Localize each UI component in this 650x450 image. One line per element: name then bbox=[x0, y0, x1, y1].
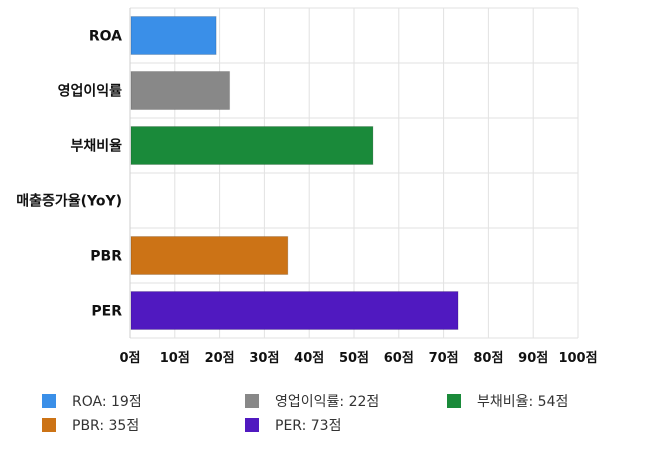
category-label-2: 부채비율 bbox=[70, 138, 122, 155]
x-tick-label-30: 30점 bbox=[249, 351, 279, 366]
bar-4 bbox=[130, 236, 289, 275]
category-label-5: PER bbox=[91, 304, 122, 320]
x-tick-label-90: 90점 bbox=[518, 351, 548, 366]
category-label-1: 영업이익률 bbox=[58, 83, 123, 100]
x-tick-label-80: 80점 bbox=[473, 351, 503, 366]
bar-2 bbox=[130, 126, 374, 165]
bar-5 bbox=[130, 291, 459, 330]
x-tick-label-50: 50점 bbox=[339, 351, 369, 366]
category-label-3: 매출증가율(YoY) bbox=[16, 193, 122, 210]
x-tick-label-40: 40점 bbox=[294, 351, 324, 366]
x-tick-label-10: 10점 bbox=[160, 351, 190, 366]
bar-0 bbox=[130, 16, 217, 55]
category-label-4: PBR bbox=[90, 249, 122, 265]
category-label-0: ROA bbox=[89, 29, 122, 45]
x-tick-label-0: 0점 bbox=[119, 351, 140, 366]
x-tick-label-70: 70점 bbox=[429, 351, 459, 366]
x-tick-label-100: 100점 bbox=[558, 351, 597, 366]
bar-1 bbox=[130, 71, 231, 110]
x-tick-label-20: 20점 bbox=[205, 351, 235, 366]
x-tick-label-60: 60점 bbox=[384, 351, 414, 366]
